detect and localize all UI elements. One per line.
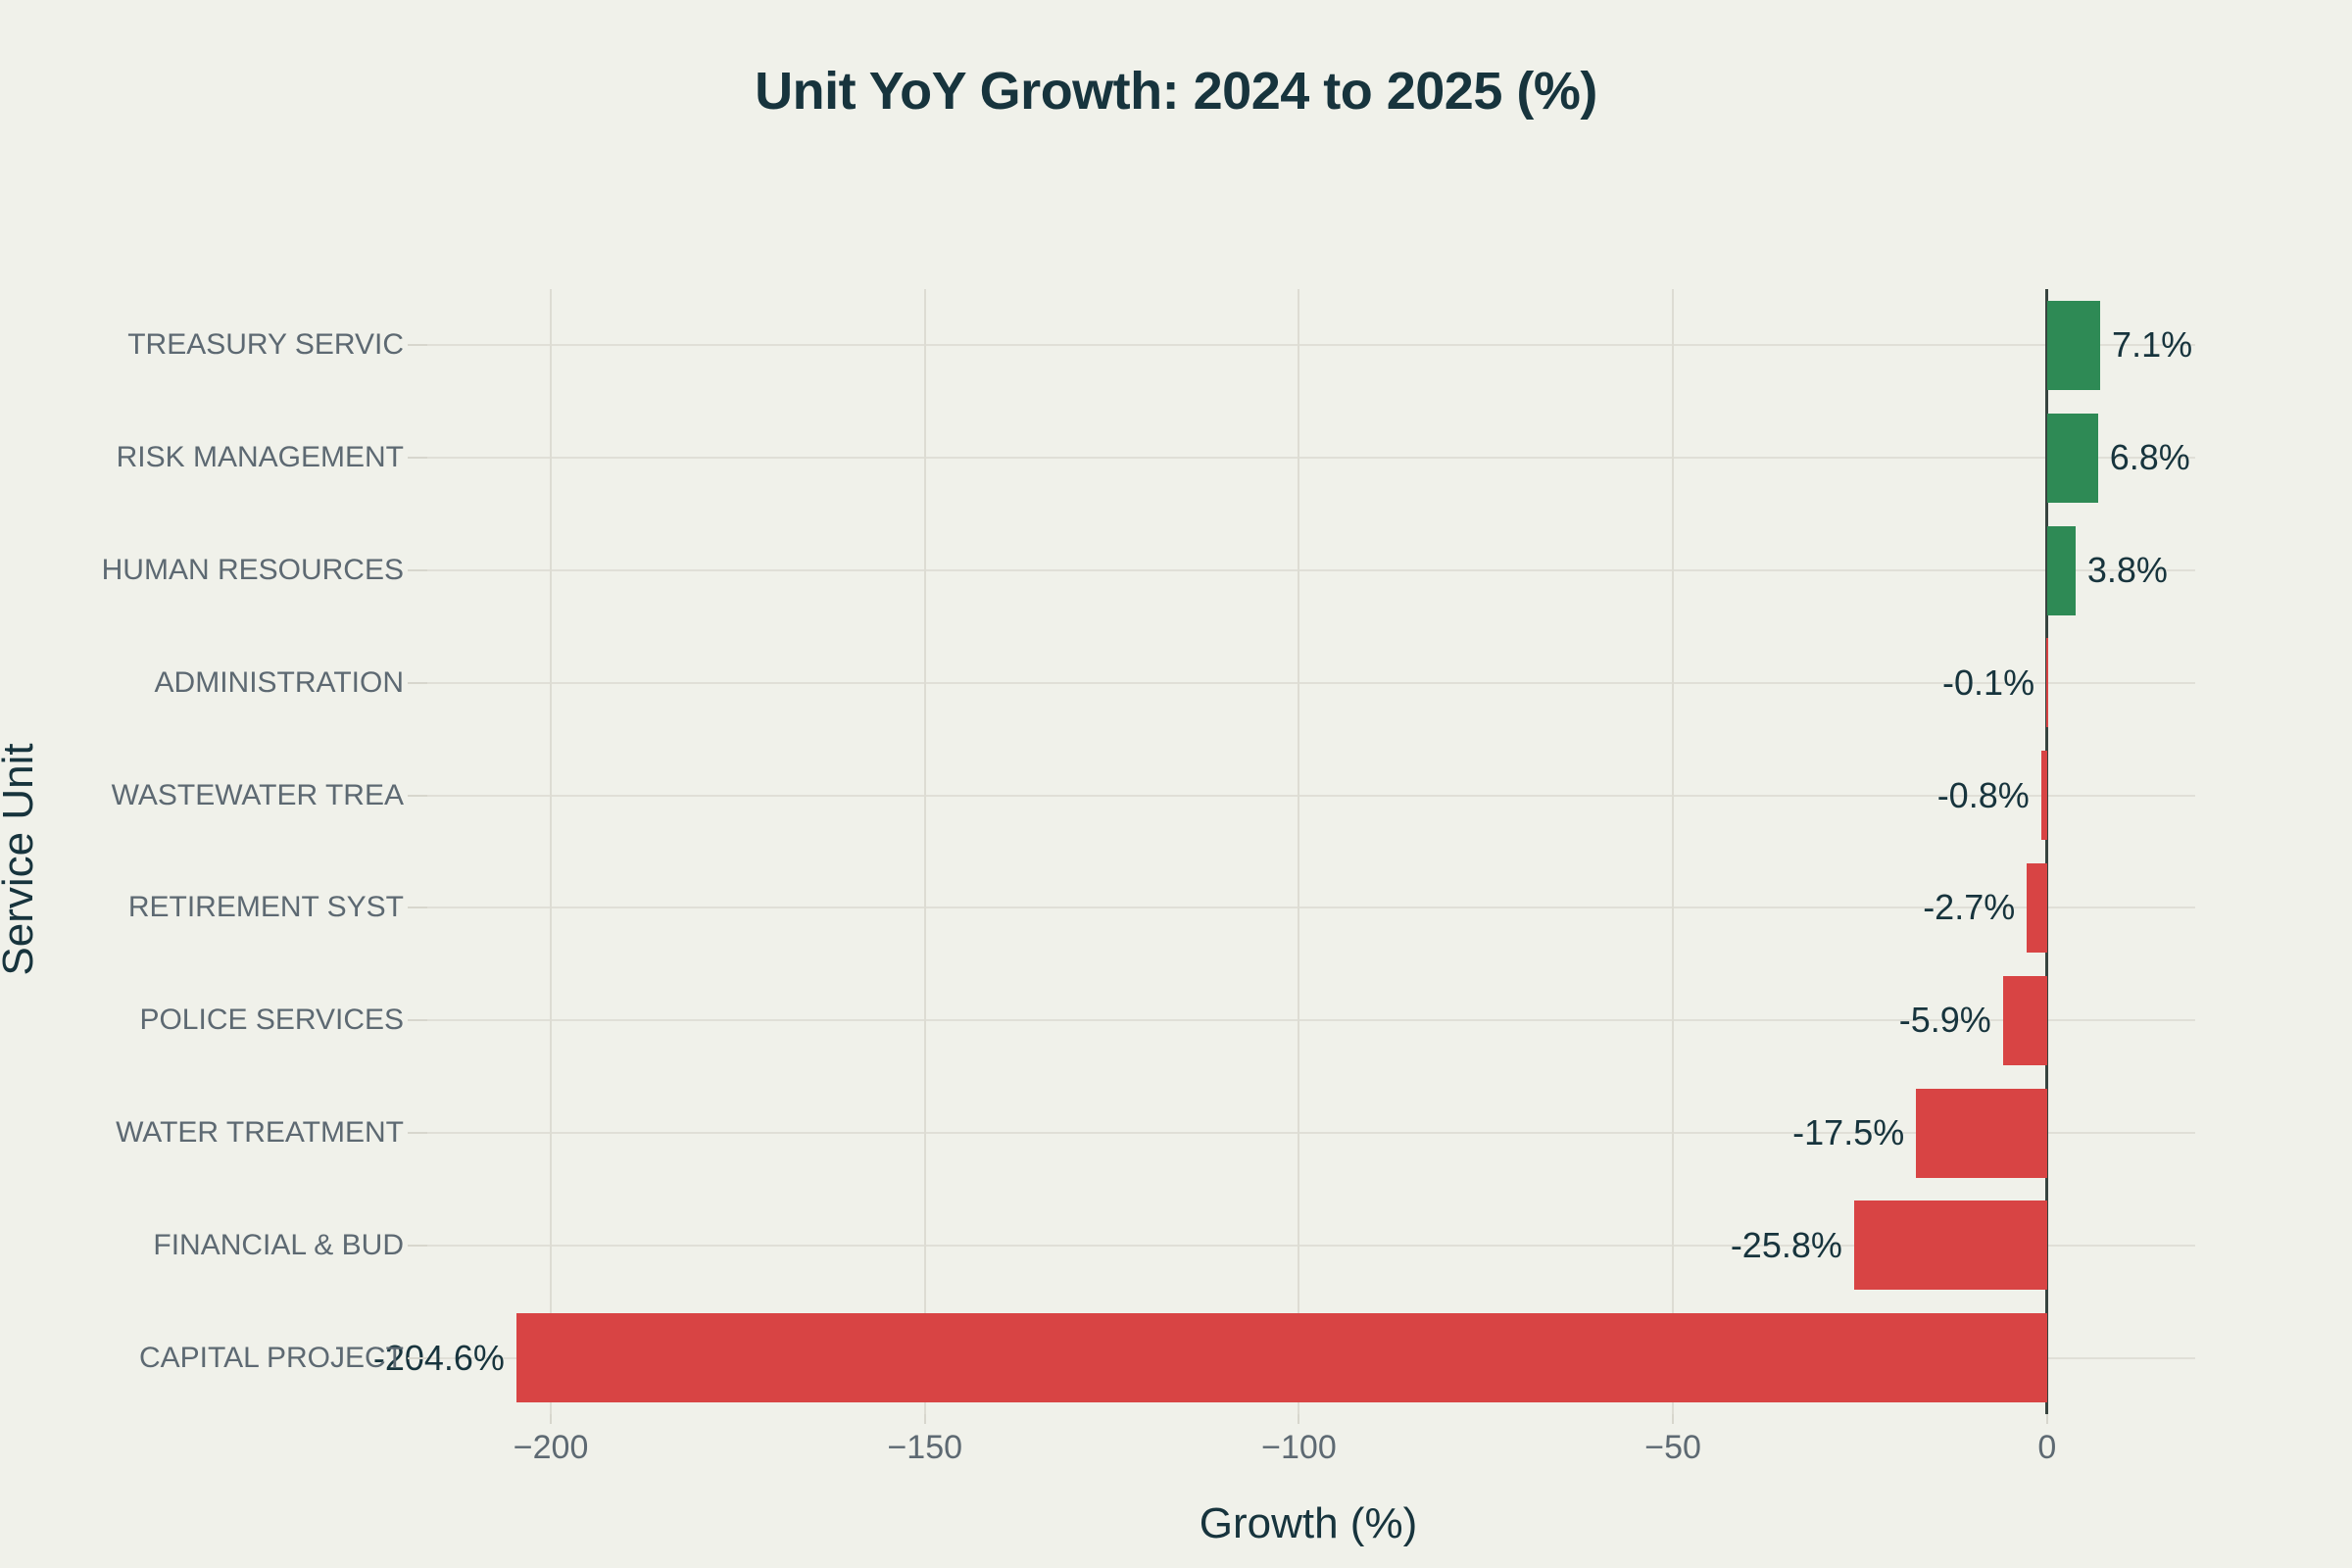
bar-water-treatment — [1916, 1088, 2047, 1178]
x-tick-mark — [1672, 1414, 1675, 1424]
y-tick-mark — [408, 1019, 427, 1022]
x-tick-label: −100 — [1261, 1429, 1337, 1466]
gridline-vertical — [550, 289, 553, 1414]
y-tick-mark — [408, 1356, 427, 1359]
y-category-label: HUMAN RESOURCES — [101, 554, 404, 586]
bar-administration — [2046, 638, 2048, 728]
gridline-vertical — [1298, 289, 1300, 1414]
bar-retirement-syst — [2027, 862, 2047, 953]
x-tick-mark — [1298, 1414, 1300, 1424]
y-category-label: TREASURY SERVIC — [127, 328, 404, 362]
x-tick-label: 0 — [2037, 1429, 2057, 1466]
gridline-vertical — [1672, 289, 1675, 1414]
y-tick-mark — [408, 794, 427, 797]
bar-value-label: -0.8% — [1936, 774, 2030, 815]
gridline-horizontal — [421, 1132, 2195, 1134]
y-tick-mark — [408, 344, 427, 347]
bar-police-services — [2002, 975, 2047, 1065]
bar-value-label: 7.1% — [2112, 324, 2193, 366]
gridline-horizontal — [421, 906, 2195, 909]
bar-risk-management — [2046, 413, 2098, 503]
gridline-horizontal — [421, 681, 2195, 684]
y-category-label: RETIREMENT SYST — [127, 891, 404, 924]
y-category-label: WASTEWATER TREA — [111, 778, 404, 811]
y-category-label: CAPITAL PROJECT — [138, 1341, 404, 1374]
bar-value-label: -25.8% — [1730, 1224, 1842, 1265]
y-tick-mark — [408, 681, 427, 684]
bar-value-label: 3.8% — [2086, 550, 2168, 590]
gridline-horizontal — [421, 344, 2195, 347]
bar-value-label: -5.9% — [1898, 1000, 1991, 1041]
y-category-label: POLICE SERVICES — [139, 1004, 404, 1037]
y-category-label: FINANCIAL & BUD — [153, 1228, 404, 1261]
y-category-label: ADMINISTRATION — [154, 665, 404, 699]
gridline-horizontal — [421, 1019, 2195, 1022]
y-tick-mark — [408, 1244, 427, 1247]
x-tick-mark — [2045, 1414, 2048, 1424]
bar-financial-bud — [1853, 1200, 2047, 1291]
bar-wastewater-trea — [2040, 751, 2047, 841]
x-tick-label: −200 — [513, 1429, 589, 1466]
gridline-horizontal — [421, 569, 2195, 571]
bar-human-resources — [2046, 525, 2076, 615]
x-tick-mark — [550, 1414, 553, 1424]
y-category-label: WATER TREATMENT — [116, 1116, 404, 1149]
y-category-label: RISK MANAGEMENT — [116, 441, 404, 474]
bar-value-label: -17.5% — [1792, 1112, 1905, 1152]
gridline-horizontal — [421, 1244, 2195, 1247]
zero-axis-line — [2045, 289, 2049, 1414]
y-tick-mark — [408, 1132, 427, 1134]
gridline-horizontal — [421, 457, 2195, 460]
y-tick-mark — [408, 569, 427, 571]
x-tick-label: −50 — [1644, 1429, 1701, 1466]
x-axis-title: Growth (%) — [1199, 1499, 1418, 1547]
gridline-vertical — [923, 289, 926, 1414]
gridline-horizontal — [421, 794, 2195, 797]
x-tick-mark — [923, 1414, 926, 1424]
chart-title: Unit YoY Growth: 2024 to 2025 (%) — [755, 62, 1597, 121]
bar-value-label: 6.8% — [2109, 437, 2190, 478]
y-tick-mark — [408, 457, 427, 460]
plot-area: 7.1% 6.8% 3.8% -0.1% -0.8% -2.7% -5.9% -17.5% -2… — [373, 289, 2195, 1414]
bar-value-label: -0.1% — [1942, 662, 2035, 703]
bar-capital-project — [515, 1313, 2047, 1403]
bar-treasury-servic — [2046, 300, 2101, 390]
x-tick-label: −150 — [887, 1429, 963, 1466]
bar-value-label: -204.6% — [372, 1337, 505, 1378]
y-tick-mark — [408, 906, 427, 909]
bar-value-label: -2.7% — [1923, 887, 2016, 928]
